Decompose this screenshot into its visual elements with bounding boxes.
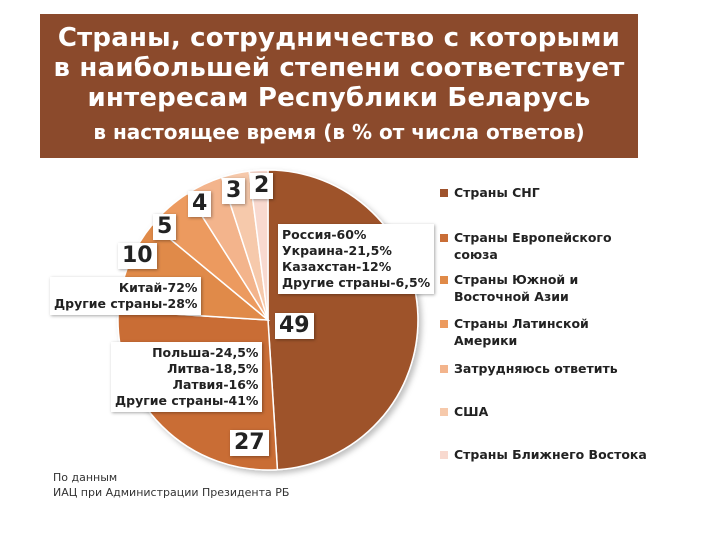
legend-swatch [440,320,448,328]
value-label-latin-america: 5 [153,214,177,240]
value-label-asia: 10 [118,243,157,269]
callout-cis: Россия-60% Украина-21,5% Казахстан-12% Д… [278,224,435,294]
source-note: По данным ИАЦ при Администрации Президен… [53,470,289,500]
legend-label: Страны Европейского союза [454,230,612,262]
callout-cis-line: Другие страны-6,5% [282,275,431,290]
value-label-cis: 49 [275,313,314,339]
callout-asia-line: Китай-72% [118,280,198,295]
value-label-usa: 3 [222,178,246,204]
callout-asia-line: Другие страны-28% [54,296,198,311]
callout-eu-line: Латвия-16% [172,377,259,392]
title-line-3: интересам Республики Беларусь [87,83,591,113]
callout-eu-line: Другие страны-41% [115,393,259,408]
value-label-undecided: 4 [188,191,212,217]
callout-eu-line: Литва-18,5% [167,361,259,376]
legend-label: Страны Ближнего Востока [454,447,647,462]
chart-title: Страны, сотрудничество с которыми в наиб… [40,14,638,158]
legend-swatch [440,451,448,459]
callout-eu-line: Польша-24,5% [152,345,259,360]
legend-swatch [440,408,448,416]
legend-label: Страны СНГ [454,185,540,200]
callout-cis-line: Казахстан-12% [282,259,392,274]
value-label-middle-east: 2 [250,173,274,199]
callout-asia: Китай-72% Другие страны-28% [50,277,202,315]
source-line: По данным [53,471,118,484]
legend-swatch [440,365,448,373]
callout-cis-line: Украина-21,5% [282,243,392,258]
legend-swatch [440,189,448,197]
source-line: ИАЦ при Администрации Президента РБ [53,486,290,499]
callout-cis-line: Россия-60% [282,227,367,242]
legend-label: США [454,404,489,419]
value-label-eu: 27 [230,430,269,456]
title-line-2: в наибольшей степени соответствует [53,53,625,83]
title-line-1: Страны, сотрудничество с которыми [57,23,621,53]
callout-eu: Польша-24,5% Литва-18,5% Латвия-16% Друг… [111,342,263,412]
chart-subtitle: в настоящее время (в % от числа ответов) [93,120,585,144]
legend-label: Затрудняюсь ответить [454,361,618,376]
pie-slice-middle-east [248,169,269,321]
legend-swatch [440,234,448,242]
legend-label: Страны Латинской Америки [454,316,589,348]
legend-swatch [440,276,448,284]
legend-label: Страны Южной и Восточной Азии [454,272,579,304]
